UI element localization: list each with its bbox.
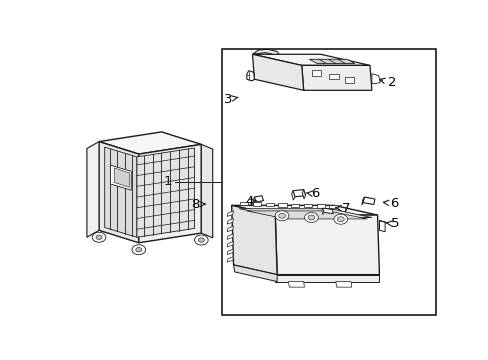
Polygon shape bbox=[335, 282, 351, 287]
Polygon shape bbox=[226, 219, 233, 224]
Text: 6: 6 bbox=[305, 188, 319, 201]
Text: 2: 2 bbox=[379, 76, 396, 89]
Polygon shape bbox=[265, 203, 273, 206]
Polygon shape bbox=[226, 234, 233, 239]
Polygon shape bbox=[87, 141, 99, 237]
Polygon shape bbox=[363, 197, 374, 204]
Text: 7: 7 bbox=[335, 202, 349, 215]
Text: 8: 8 bbox=[190, 198, 205, 211]
Polygon shape bbox=[233, 265, 277, 282]
Text: 3: 3 bbox=[223, 93, 237, 106]
Text: 1: 1 bbox=[163, 175, 172, 188]
Polygon shape bbox=[309, 59, 354, 63]
Polygon shape bbox=[361, 197, 364, 205]
Text: 6: 6 bbox=[383, 197, 397, 210]
Polygon shape bbox=[288, 282, 304, 287]
Polygon shape bbox=[240, 202, 248, 205]
Polygon shape bbox=[231, 205, 277, 275]
Polygon shape bbox=[246, 71, 254, 81]
Polygon shape bbox=[379, 221, 385, 232]
Polygon shape bbox=[226, 249, 233, 255]
Polygon shape bbox=[252, 49, 279, 54]
Polygon shape bbox=[99, 132, 201, 154]
Polygon shape bbox=[239, 209, 371, 217]
Polygon shape bbox=[275, 275, 379, 282]
Text: 5: 5 bbox=[385, 217, 399, 230]
Polygon shape bbox=[226, 242, 233, 247]
Polygon shape bbox=[344, 77, 353, 83]
Polygon shape bbox=[329, 205, 337, 208]
Circle shape bbox=[333, 214, 347, 224]
Polygon shape bbox=[104, 147, 137, 237]
Polygon shape bbox=[246, 211, 366, 219]
Polygon shape bbox=[99, 141, 139, 243]
Bar bbox=[222, 49, 435, 315]
Polygon shape bbox=[312, 70, 321, 76]
Circle shape bbox=[198, 238, 204, 242]
Polygon shape bbox=[316, 204, 325, 208]
Polygon shape bbox=[254, 195, 263, 202]
Polygon shape bbox=[231, 205, 377, 215]
Circle shape bbox=[278, 213, 285, 218]
Polygon shape bbox=[252, 202, 261, 206]
Polygon shape bbox=[379, 221, 387, 223]
Polygon shape bbox=[110, 165, 131, 190]
Polygon shape bbox=[329, 74, 338, 79]
Polygon shape bbox=[321, 208, 323, 215]
Polygon shape bbox=[139, 144, 201, 243]
Circle shape bbox=[96, 235, 102, 239]
Circle shape bbox=[307, 215, 314, 220]
Circle shape bbox=[136, 247, 142, 252]
Polygon shape bbox=[226, 211, 233, 216]
Polygon shape bbox=[226, 226, 233, 232]
Circle shape bbox=[337, 217, 344, 222]
Circle shape bbox=[92, 232, 105, 242]
Polygon shape bbox=[226, 257, 233, 262]
Polygon shape bbox=[302, 190, 305, 199]
Polygon shape bbox=[275, 215, 379, 275]
Polygon shape bbox=[278, 203, 286, 207]
Polygon shape bbox=[292, 190, 305, 197]
Circle shape bbox=[275, 211, 288, 221]
Circle shape bbox=[132, 245, 145, 255]
Text: 4: 4 bbox=[245, 195, 256, 208]
Polygon shape bbox=[114, 168, 129, 187]
Polygon shape bbox=[252, 54, 369, 66]
Circle shape bbox=[304, 212, 318, 222]
Polygon shape bbox=[301, 66, 371, 90]
Polygon shape bbox=[201, 144, 212, 238]
Polygon shape bbox=[290, 204, 299, 207]
Polygon shape bbox=[253, 197, 255, 204]
Circle shape bbox=[194, 235, 208, 245]
Polygon shape bbox=[303, 204, 311, 207]
Polygon shape bbox=[291, 191, 294, 200]
Polygon shape bbox=[137, 148, 194, 237]
Polygon shape bbox=[371, 74, 380, 84]
Polygon shape bbox=[252, 54, 303, 90]
Polygon shape bbox=[322, 208, 332, 214]
